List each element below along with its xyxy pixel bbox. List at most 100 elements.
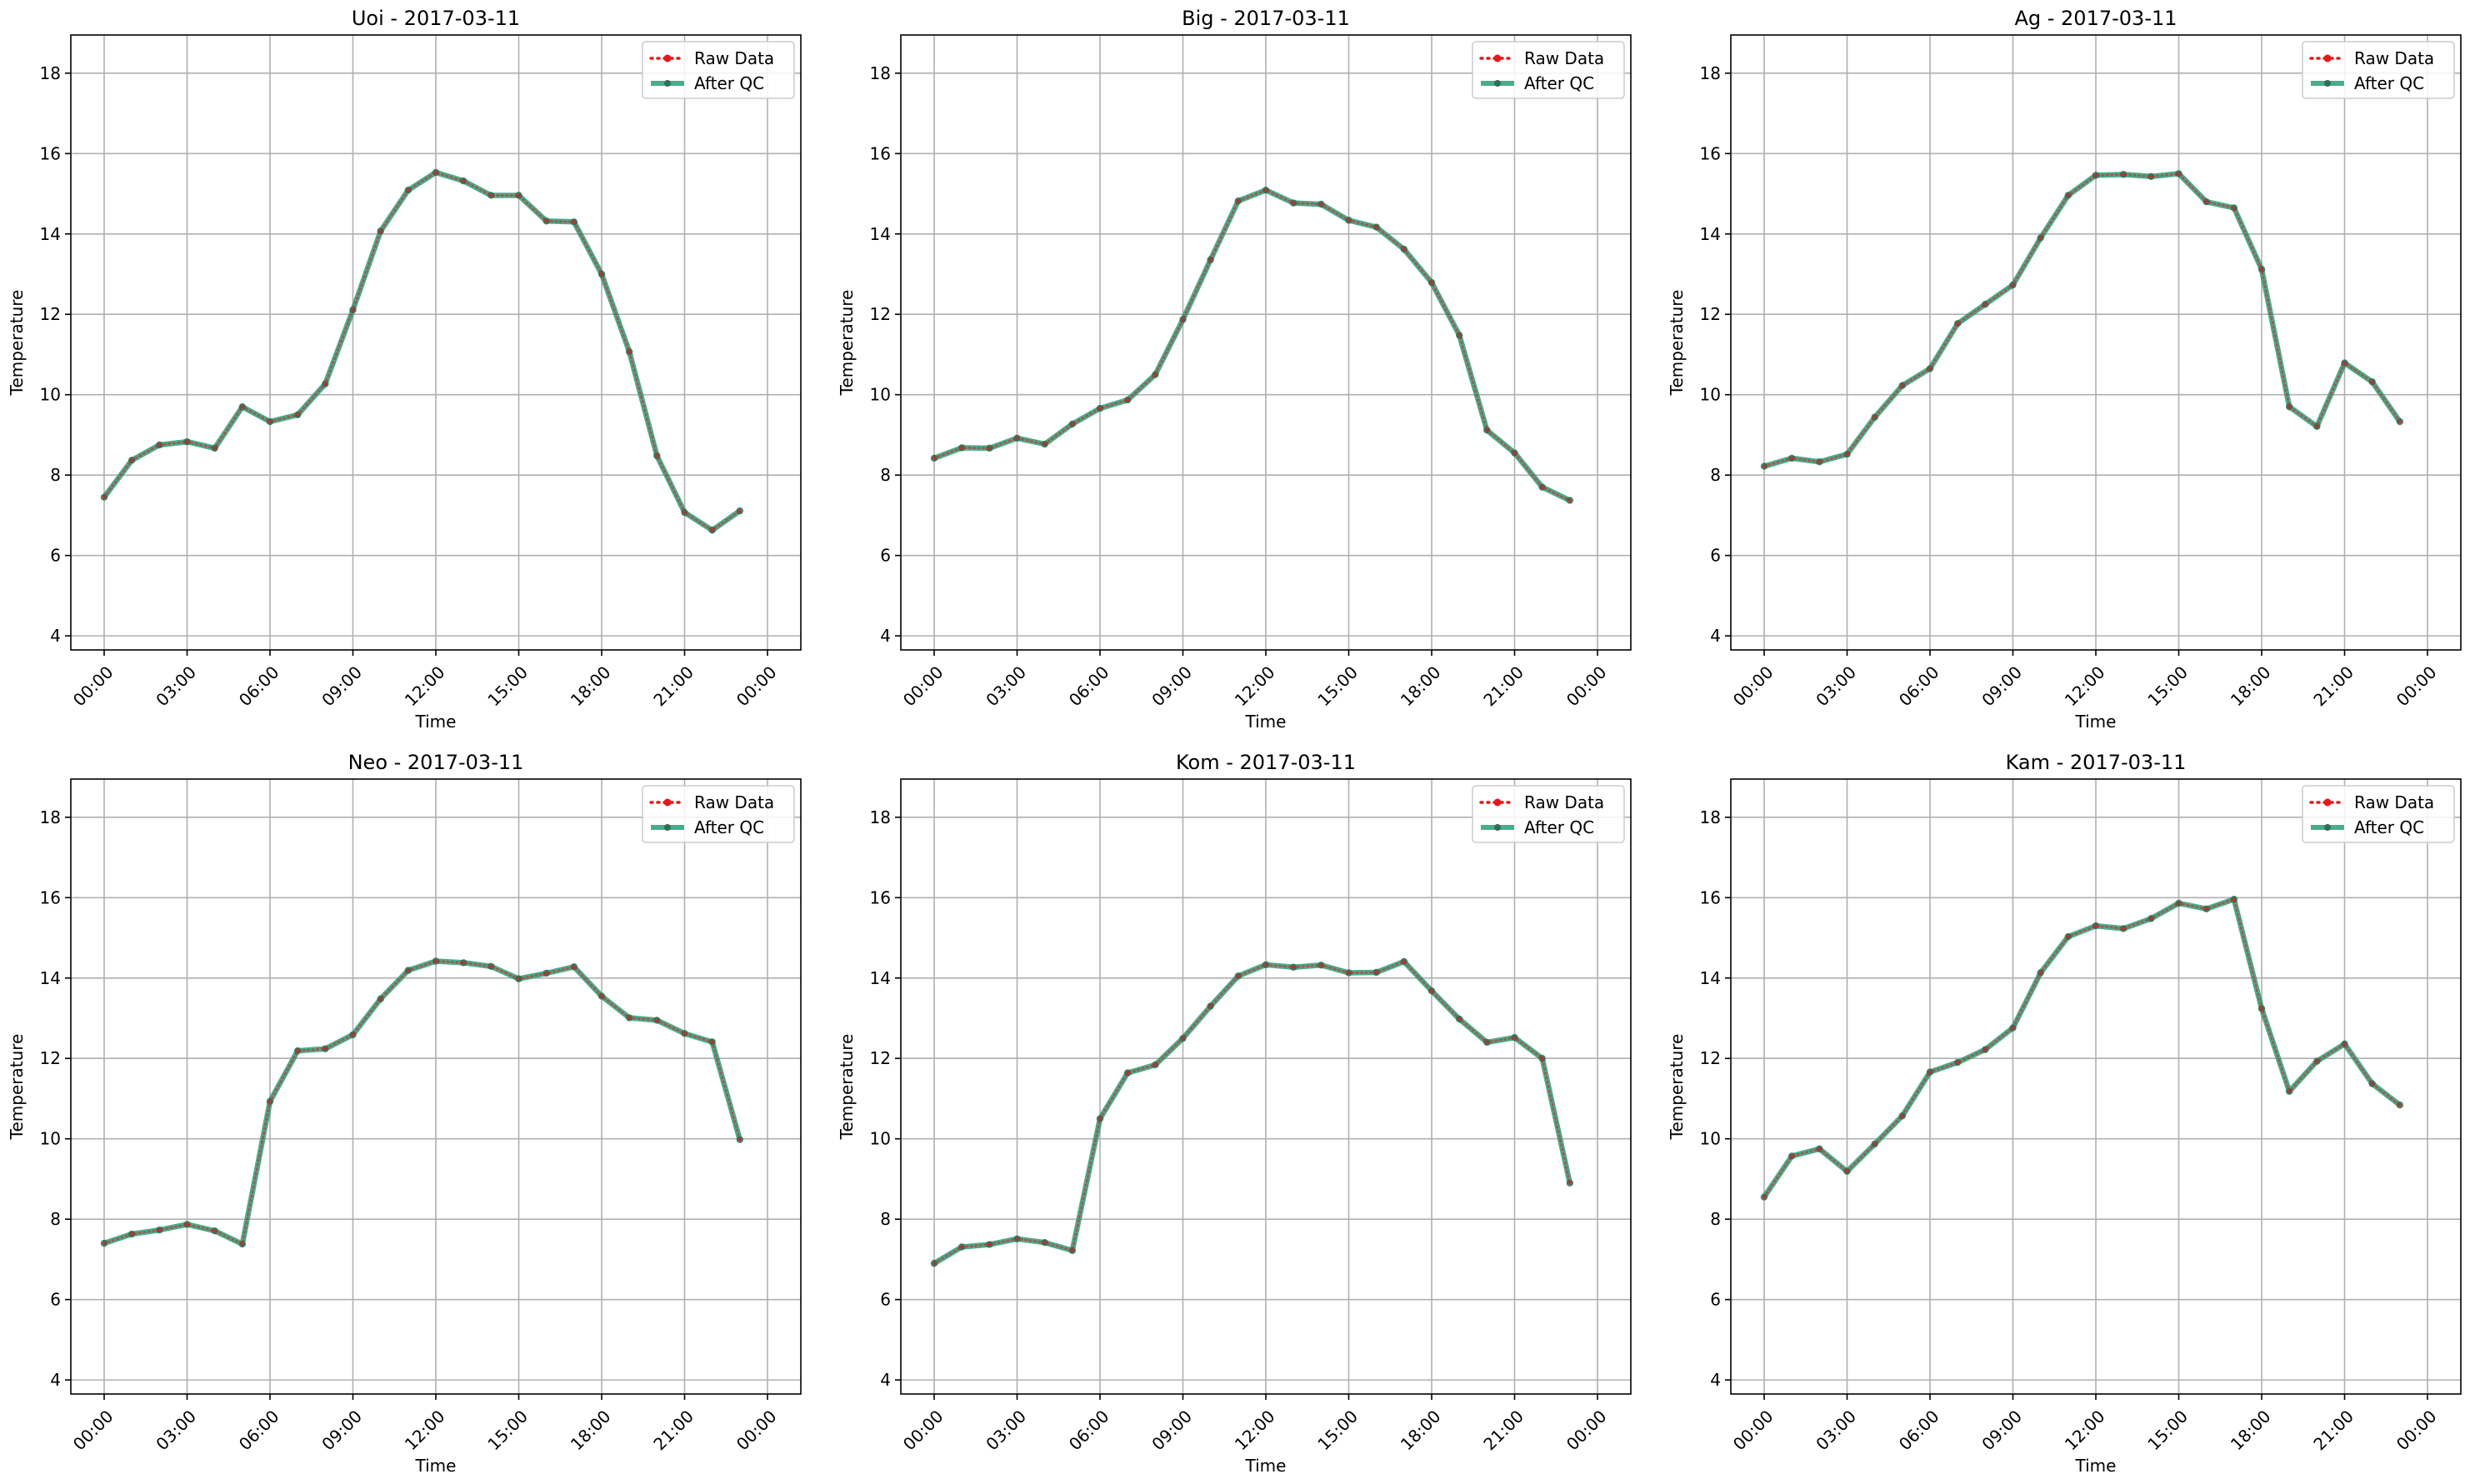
data-point-raw-data (738, 1137, 742, 1142)
x-tick-label: 21:00 (649, 1407, 698, 1455)
data-point-raw-data (1900, 1113, 1905, 1118)
x-tick-label: 18:00 (2227, 662, 2275, 711)
y-tick-label: 8 (50, 1209, 61, 1229)
x-tick-label: 00:00 (732, 662, 781, 711)
data-point-after-qc (1068, 1247, 1077, 1255)
data-point-raw-data (378, 228, 383, 233)
data-point-raw-data (433, 170, 438, 175)
x-tick-label: 21:00 (1479, 662, 1528, 711)
y-tick-label: 8 (880, 465, 891, 485)
data-point-raw-data (1982, 302, 1988, 307)
x-axis-label: Time (415, 712, 457, 732)
data-point-raw-data (1762, 464, 1767, 468)
x-tick-label: 06:00 (1065, 662, 1113, 711)
y-tick-label: 8 (1710, 465, 1721, 485)
data-point-raw-data (212, 1228, 218, 1233)
x-tick-label: 09:00 (1978, 1407, 2026, 1455)
y-tick-label: 14 (40, 224, 61, 244)
y-tick-label: 14 (870, 968, 891, 988)
data-point-raw-data (185, 1222, 189, 1227)
data-point-raw-data (1540, 485, 1545, 490)
data-point-raw-data (2066, 934, 2071, 939)
data-point-raw-data (102, 1241, 107, 1246)
y-tick-label: 10 (870, 385, 891, 405)
data-point-raw-data (2287, 1089, 2292, 1094)
legend-marker-raw-data (663, 798, 672, 807)
data-point-after-qc (2148, 172, 2155, 180)
data-point-raw-data (1762, 1195, 1767, 1200)
data-point-raw-data (1955, 1060, 1960, 1065)
x-axis-label: Time (2075, 1456, 2117, 1476)
data-point-raw-data (627, 1016, 632, 1020)
legend-label-raw-data: Raw Data (694, 792, 774, 812)
data-point-raw-data (2314, 424, 2319, 429)
data-point-raw-data (240, 404, 245, 409)
x-tick-label: 12:00 (401, 1407, 449, 1455)
data-point-raw-data (2259, 267, 2264, 272)
x-tick-label: 00:00 (899, 662, 948, 711)
legend-marker-raw-data (1493, 54, 1502, 62)
legend-marker-raw-data (663, 54, 672, 62)
series-raw-data-line (102, 960, 742, 1247)
y-axis-label: Temperature (837, 290, 857, 397)
data-point-raw-data (517, 193, 521, 197)
x-tick-label: 12:00 (2061, 1407, 2109, 1455)
y-tick-label: 6 (880, 1290, 891, 1310)
data-point-raw-data (932, 1261, 937, 1266)
data-point-raw-data (2148, 174, 2153, 179)
legend-marker-raw-data (1493, 798, 1502, 807)
data-point-raw-data (1484, 427, 1489, 432)
data-point-after-qc (1566, 1179, 1574, 1187)
data-point-raw-data (710, 527, 715, 532)
data-point-raw-data (1928, 366, 1932, 371)
data-point-raw-data (268, 419, 272, 424)
legend-marker-raw-data (2323, 54, 2332, 62)
data-point-raw-data (544, 218, 549, 223)
x-tick-label: 15:00 (2143, 1407, 2192, 1455)
data-point-raw-data (1789, 1154, 1794, 1158)
series-raw-data-line (102, 171, 742, 532)
y-tick-label: 6 (880, 546, 891, 566)
series-after-qc-line (102, 958, 742, 1247)
data-point-raw-data (1125, 397, 1130, 402)
data-point-raw-data (1098, 1117, 1102, 1121)
x-axis-label: Time (415, 1456, 457, 1476)
data-point-raw-data (1955, 321, 1960, 326)
data-point-raw-data (654, 453, 659, 458)
data-point-raw-data (544, 971, 549, 976)
x-tick-label: 00:00 (899, 1407, 948, 1455)
data-point-raw-data (129, 457, 134, 462)
data-point-raw-data (406, 187, 411, 192)
y-tick-label: 18 (870, 63, 891, 83)
series-after-qc-line (1763, 171, 2402, 469)
y-tick-label: 16 (1700, 143, 1721, 163)
data-point-raw-data (1789, 456, 1794, 461)
series-raw-data-line (932, 960, 1572, 1265)
data-point-raw-data (129, 1232, 134, 1237)
series-raw-data-line (1762, 172, 2402, 467)
data-point-raw-data (2038, 971, 2043, 975)
y-tick-label: 4 (50, 626, 61, 646)
data-point-raw-data (1181, 1036, 1185, 1041)
x-tick-label: 00:00 (2392, 1407, 2441, 1455)
data-point-raw-data (1236, 198, 1241, 203)
y-axis-label: Temperature (837, 1034, 857, 1141)
x-tick-label: 09:00 (1148, 1407, 1196, 1455)
data-point-raw-data (627, 349, 632, 354)
data-point-raw-data (2287, 404, 2292, 409)
data-point-raw-data (461, 178, 466, 183)
x-tick-label: 06:00 (1895, 662, 1943, 711)
legend: Raw Data After QC (642, 785, 795, 843)
x-tick-label: 21:00 (1479, 1407, 1528, 1455)
y-tick-label: 4 (1710, 626, 1721, 646)
legend: Raw Data After QC (2302, 41, 2455, 99)
chart-panel-big: 4 6 8 10 12 14 16 18 00:00 03:00 06:00 09:00 12:00 15… (837, 7, 1632, 732)
chart-panel-kam: 4 6 8 10 12 14 16 18 00:00 03:00 06:00 09:00 12:00 15… (1667, 751, 2462, 1476)
data-point-raw-data (1845, 1169, 1849, 1174)
data-point-raw-data (322, 1047, 328, 1052)
data-point-raw-data (2011, 1026, 2015, 1030)
legend-label-raw-data: Raw Data (694, 48, 774, 68)
x-tick-label: 09:00 (1978, 662, 2026, 711)
